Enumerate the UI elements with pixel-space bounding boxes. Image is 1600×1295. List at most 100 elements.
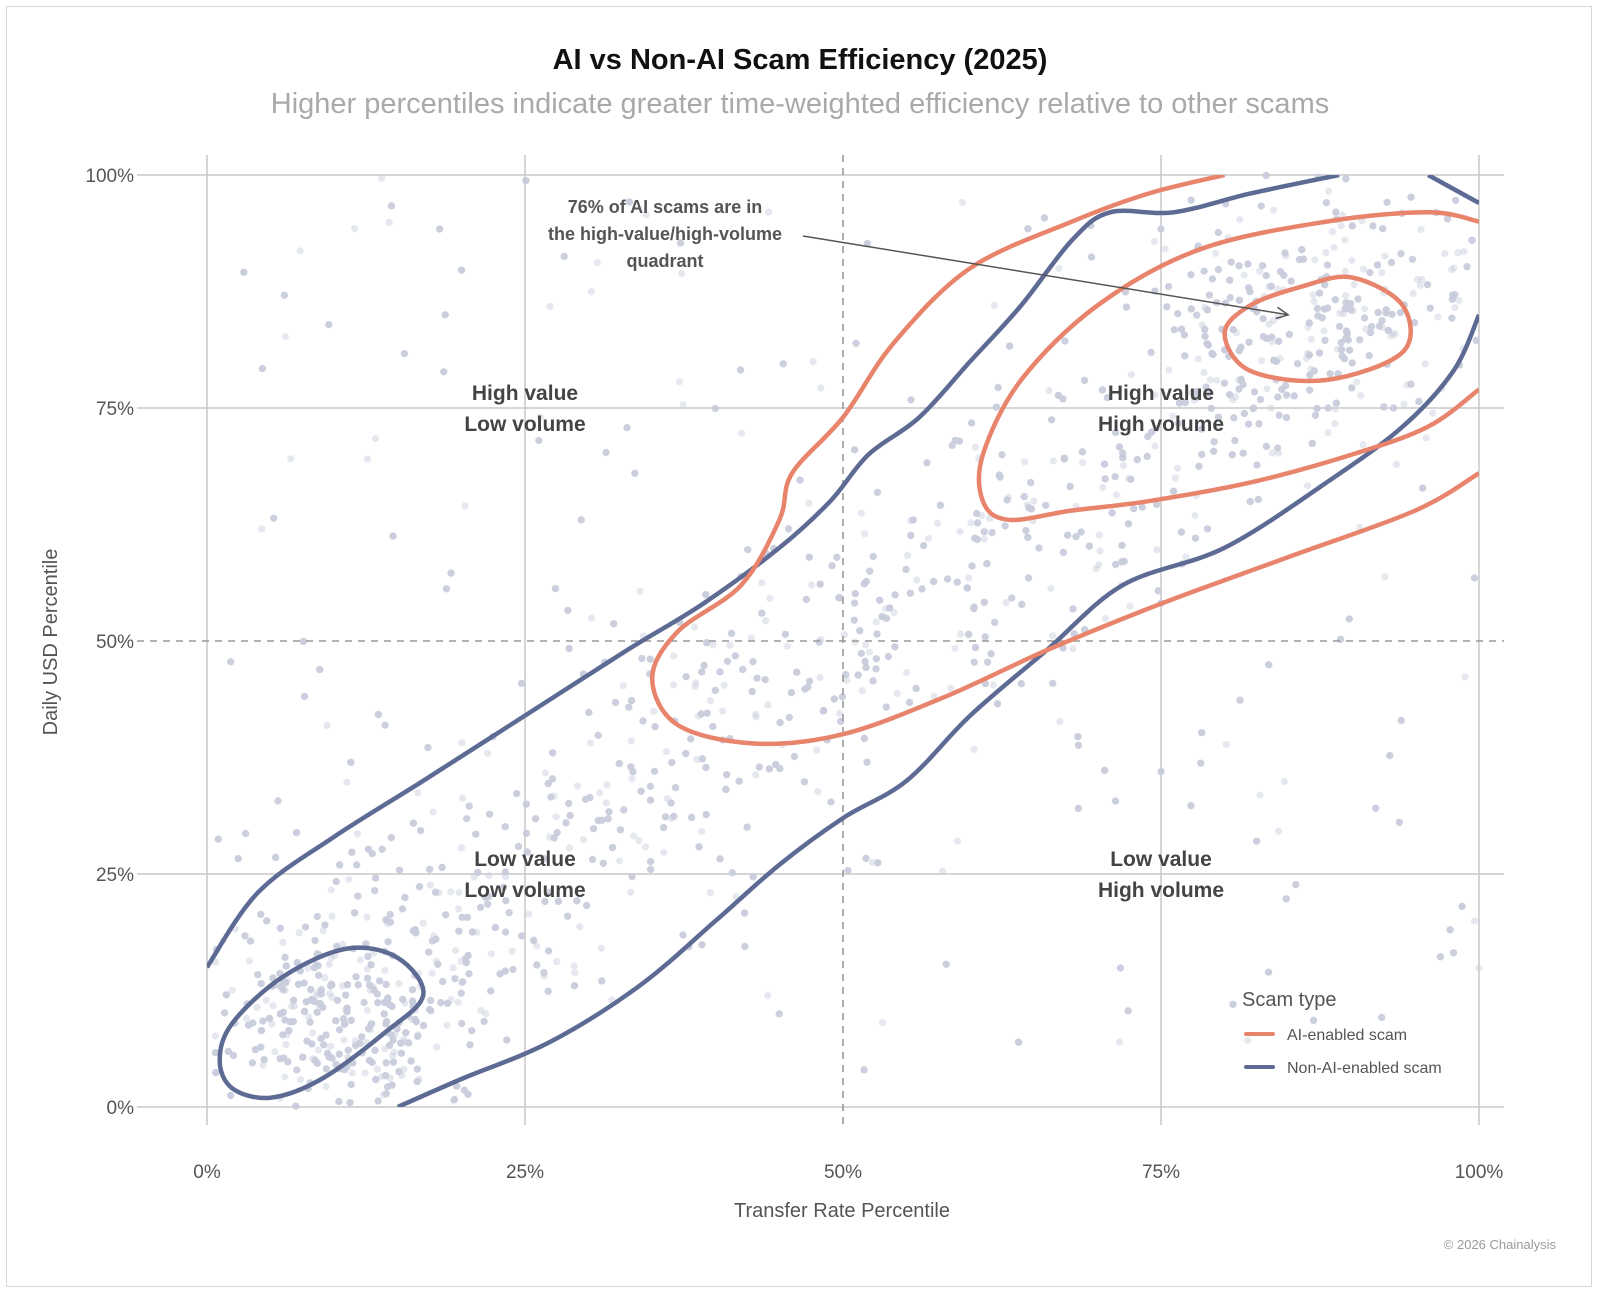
scatter-point [667,799,675,807]
scatter-point [560,252,568,261]
scatter-point [1226,294,1234,302]
scatter-point [876,596,884,604]
scatter-point [1198,450,1206,459]
scatter-point [1235,296,1243,304]
scatter-point [1161,245,1169,253]
scatter-point [709,640,717,649]
scatter-point [503,1036,511,1044]
scatter-point [1313,304,1321,312]
scatter-point [1193,311,1201,319]
scatter-point [1332,399,1340,407]
scatter-point [457,989,465,997]
scatter-point [881,605,890,613]
scatter-point [408,1015,416,1024]
scatter-point [405,1039,413,1047]
scatter-point [372,1075,380,1084]
scatter-point [1144,432,1152,441]
scatter-point [425,1005,434,1014]
scatter-point [1228,451,1236,459]
scatter-point [1049,457,1057,465]
scatter-point [351,909,359,917]
scatter-point [886,604,894,612]
scatter-point [397,1049,405,1057]
scatter-point [532,815,540,823]
scatter-point [312,961,320,969]
scatter-point [315,1001,323,1009]
scatter-point [691,623,699,631]
scatter-point [698,668,706,676]
scatter-point [397,1049,405,1057]
scatter-point [1382,309,1390,317]
scatter-point [1240,409,1248,418]
scatter-point [1387,258,1396,266]
scatter-point [872,665,880,673]
scatter-point [851,590,859,598]
scatter-point [315,971,323,979]
scatter-point [1201,332,1209,340]
scatter-point [1245,420,1253,428]
scatter-point [1311,411,1319,419]
scatter-point [382,980,390,989]
scatter-point [1245,284,1253,292]
scatter-point [455,888,463,897]
scatter-point [984,658,992,666]
scatter-point [222,991,230,999]
scatter-point [815,638,823,646]
scatter-point [1226,276,1234,284]
scatter-point [1227,258,1235,266]
scatter-point [1064,531,1072,539]
scatter-point [1206,376,1214,384]
scatter-point [805,553,813,561]
scatter-point [801,685,809,693]
scatter-point [313,1059,321,1067]
annotation-arrow-line [802,235,1289,316]
scatter-point [1451,291,1459,299]
scatter-point [1133,456,1141,464]
scatter-point [752,771,760,779]
scatter-point [424,744,432,752]
scatter-point [820,706,828,715]
scatter-point [292,829,301,837]
scatter-point [1253,461,1261,469]
chart-subtitle: Higher percentiles indicate greater time… [270,88,1330,120]
scatter-point [441,311,449,319]
scatter-point [310,997,318,1006]
scatter-point [211,1049,220,1057]
scatter-point [458,913,466,921]
scatter-point [501,967,509,975]
scatter-point [647,858,655,866]
scatter-point [700,661,708,670]
scatter-point [270,514,278,522]
scatter-point [299,637,307,646]
scatter-point [907,517,915,525]
scatter-point [544,987,552,995]
scatter-point [954,837,962,845]
scatter-point [1378,1013,1386,1022]
scatter-point [1381,252,1389,260]
scatter-point [368,850,376,858]
scatter-point [371,887,379,895]
scatter-point [854,671,862,679]
scatter-point [1348,222,1356,230]
scatter-point [694,712,702,720]
scatter-point [1274,444,1282,452]
scatter-point [308,995,316,1004]
scatter-point [1245,338,1253,346]
scatter-point [1458,902,1466,910]
scatter-point [1235,262,1243,270]
scatter-point [459,978,467,986]
scatter-point [259,1017,267,1025]
scatter-point [1461,673,1469,681]
scatter-point [806,677,814,685]
x-tick-label: 0% [193,1162,221,1183]
scatter-point [240,268,248,276]
scatter-point [324,1049,332,1057]
scatter-point [370,986,378,994]
scatter-point [257,1043,265,1051]
scatter-point [1450,264,1458,272]
scatter-point [552,813,560,821]
scatter-point [1375,322,1383,330]
scatter-point [317,986,325,994]
scatter-point [1214,228,1222,237]
scatter-point [833,553,841,561]
